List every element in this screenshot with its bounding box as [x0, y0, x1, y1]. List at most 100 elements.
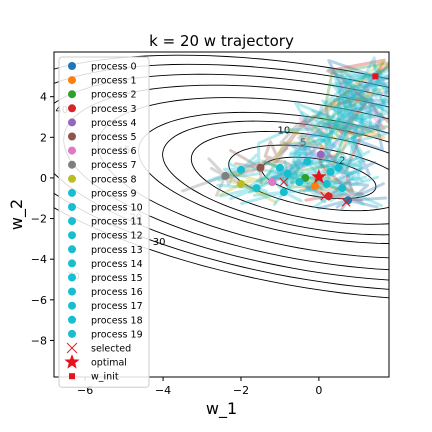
legend-label: selected — [91, 344, 131, 355]
selected-marker — [279, 177, 289, 187]
legend-marker — [68, 287, 76, 296]
chart-title: k = 20 w trajectory — [149, 32, 294, 50]
trajectory-line — [261, 61, 389, 191]
process-final-point — [316, 150, 325, 159]
legend-marker — [68, 104, 76, 113]
legend-marker — [68, 174, 76, 183]
trajectory-line — [316, 59, 389, 211]
process-final-point — [236, 180, 245, 189]
trajectory-line — [302, 73, 376, 184]
legend-marker — [68, 118, 76, 127]
legend-label: process 16 — [91, 287, 143, 298]
x-tick-label: 0 — [315, 384, 322, 397]
marker-layer — [221, 73, 379, 207]
contour-label: 30 — [153, 237, 166, 248]
legend-label: process 0 — [91, 62, 137, 73]
legend-label: process 12 — [91, 231, 143, 242]
legend-label: process 10 — [91, 203, 143, 214]
w-init-marker — [372, 73, 379, 80]
contour-line — [162, 120, 389, 236]
trajectory-line — [206, 74, 376, 183]
legend-marker — [68, 146, 76, 155]
trajectory-line — [218, 59, 385, 204]
process-final-point — [310, 182, 319, 191]
legend-marker — [68, 315, 76, 324]
selected-marker — [320, 191, 330, 201]
trajectory-line — [221, 62, 389, 185]
legend-label: process 3 — [91, 104, 137, 115]
x-tick-label: −4 — [155, 384, 171, 397]
optimal-star — [311, 168, 327, 184]
process-final-point — [303, 157, 312, 166]
trajectory-line — [304, 58, 386, 202]
trajectory-line — [248, 75, 389, 194]
legend-label: process 13 — [91, 245, 143, 256]
x-tick-label: −2 — [233, 384, 249, 397]
contour-line — [228, 144, 389, 212]
legend-marker — [68, 259, 76, 268]
legend-marker — [68, 188, 76, 197]
legend-label: process 1 — [91, 76, 137, 87]
legend-marker — [68, 90, 76, 99]
y-tick-label: 4 — [40, 91, 47, 104]
process-final-point — [252, 184, 261, 193]
process-final-point — [326, 167, 335, 176]
trajectory-line — [299, 61, 389, 198]
y-tick-label: −6 — [31, 294, 47, 307]
legend-marker — [68, 132, 76, 141]
legend-label: process 2 — [91, 90, 137, 101]
legend-label: process 19 — [91, 329, 143, 340]
legend-label: w_init — [91, 372, 119, 383]
process-final-point — [334, 163, 343, 172]
trajectory-line — [240, 68, 376, 206]
y-tick-label: −4 — [31, 253, 47, 266]
legend-marker — [68, 203, 76, 211]
y-tick-label: −2 — [31, 213, 47, 226]
legend-marker — [68, 245, 76, 254]
process-final-point — [324, 192, 333, 201]
trajectory-line — [285, 76, 389, 206]
contour-label: 10 — [277, 125, 290, 136]
legend-marker — [68, 217, 76, 226]
legend-label: process 15 — [91, 273, 143, 284]
contour-label: 5 — [300, 137, 306, 148]
legend-label: process 11 — [91, 217, 143, 228]
process-final-point — [275, 163, 284, 172]
legend-label: process 5 — [91, 132, 137, 143]
trajectory-line — [282, 74, 389, 176]
legend-marker — [69, 373, 75, 380]
process-final-point — [279, 188, 288, 197]
contour-label: 2 — [339, 156, 345, 167]
process-final-point — [221, 171, 230, 180]
legend-label: process 14 — [91, 259, 143, 270]
plot-frame — [53, 51, 390, 378]
legend-marker — [66, 342, 78, 354]
process-final-point — [283, 169, 292, 178]
legend-label: process 8 — [91, 174, 137, 185]
y-tick-label: −8 — [31, 334, 47, 347]
trajectory-line — [248, 66, 389, 188]
legend-label: process 7 — [91, 160, 137, 171]
legend-label: process 6 — [91, 146, 137, 157]
legend-label: process 17 — [91, 301, 143, 312]
legend-marker — [68, 329, 76, 338]
legend-label: process 4 — [91, 118, 137, 129]
legend-marker — [68, 76, 76, 85]
process-final-point — [295, 178, 304, 186]
y-axis-label: w_2 — [7, 199, 27, 230]
legend-marker — [68, 231, 76, 240]
process-final-point — [301, 173, 310, 182]
trajectory-line — [299, 75, 389, 209]
legend-marker — [68, 160, 76, 169]
legend-box — [58, 56, 150, 388]
selected-marker — [341, 197, 351, 207]
x-axis-label: w_1 — [206, 399, 237, 419]
legend-marker — [68, 301, 76, 310]
legend: process 0 process 1 process 2 process 3 proc… — [58, 56, 150, 388]
legend-label: process 9 — [91, 188, 137, 199]
trajectory-line — [289, 74, 389, 193]
process-final-point — [236, 165, 245, 174]
legend-marker — [64, 354, 80, 369]
y-tick-label: 2 — [40, 131, 47, 144]
